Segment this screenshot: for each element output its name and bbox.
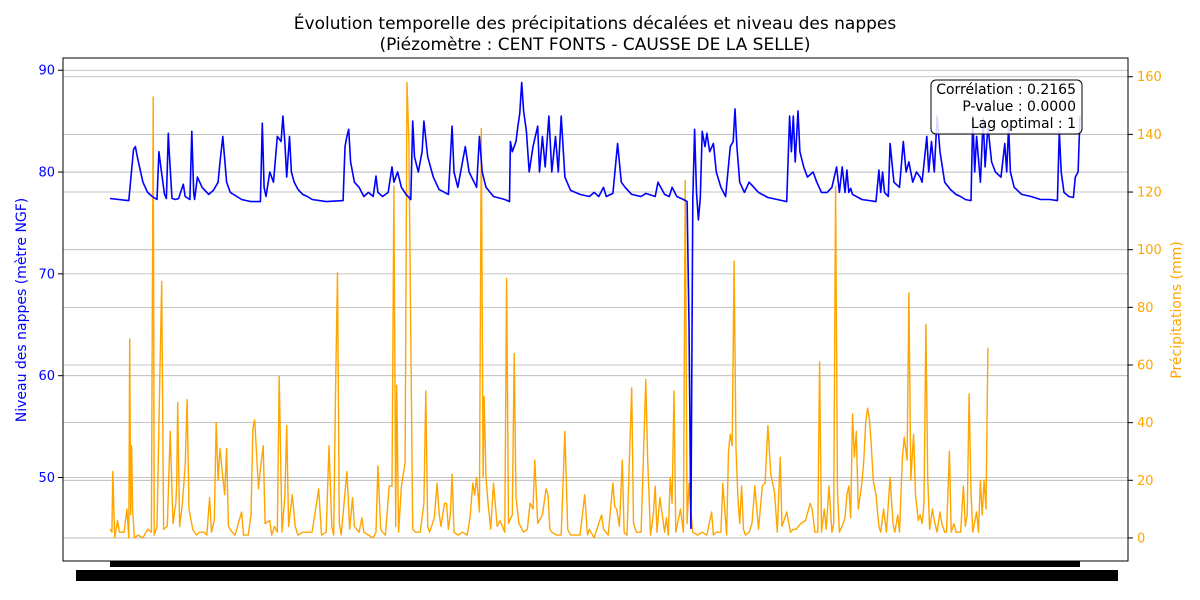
chart-title: Évolution temporelle des précipitations … xyxy=(294,12,897,34)
right-tick-label: 160 xyxy=(1137,70,1162,85)
groundwater-level-series xyxy=(109,81,1081,530)
right-tick-label: 140 xyxy=(1137,128,1162,143)
pvalue-text: P-value : 0.0000 xyxy=(962,99,1076,115)
grid-lines xyxy=(63,69,1128,539)
precipitation-series xyxy=(109,81,989,539)
right-tick-label: 20 xyxy=(1137,474,1154,489)
x-axis xyxy=(76,561,1118,581)
x-tick-labels-band xyxy=(76,570,1118,581)
right-axis-label: Précipitations (mm) xyxy=(1169,241,1185,378)
left-tick-label: 50 xyxy=(38,471,55,486)
left-tick-label: 90 xyxy=(38,64,55,79)
right-tick-label: 80 xyxy=(1137,301,1154,316)
left-tick-label: 60 xyxy=(38,369,55,384)
stats-annotation: Corrélation : 0.2165 P-value : 0.0000 La… xyxy=(930,79,1083,135)
right-tick-label: 60 xyxy=(1137,358,1154,373)
left-tick-label: 80 xyxy=(38,166,55,181)
stats-box xyxy=(930,79,1083,135)
lag-text: Lag optimal : 1 xyxy=(971,116,1076,132)
correlation-text: Corrélation : 0.2165 xyxy=(936,82,1076,98)
left-axis: 50 60 70 80 90 xyxy=(38,64,63,486)
precipitation-line xyxy=(109,81,989,539)
right-tick-label: 0 xyxy=(1137,531,1145,546)
groundwater-level-line xyxy=(109,81,1081,530)
chart-subtitle: (Piézomètre : CENT FONTS - CAUSSE DE LA … xyxy=(379,35,810,55)
right-tick-label: 120 xyxy=(1137,186,1162,201)
left-tick-label: 70 xyxy=(38,267,55,282)
x-tick-marks-band xyxy=(110,561,1080,567)
right-tick-label: 100 xyxy=(1137,243,1162,258)
left-axis-label: Niveau des nappes (mètre NGF) xyxy=(14,198,30,423)
right-axis: 0 20 40 60 80 100 120 140 160 xyxy=(1128,70,1162,546)
right-tick-label: 40 xyxy=(1137,416,1154,431)
